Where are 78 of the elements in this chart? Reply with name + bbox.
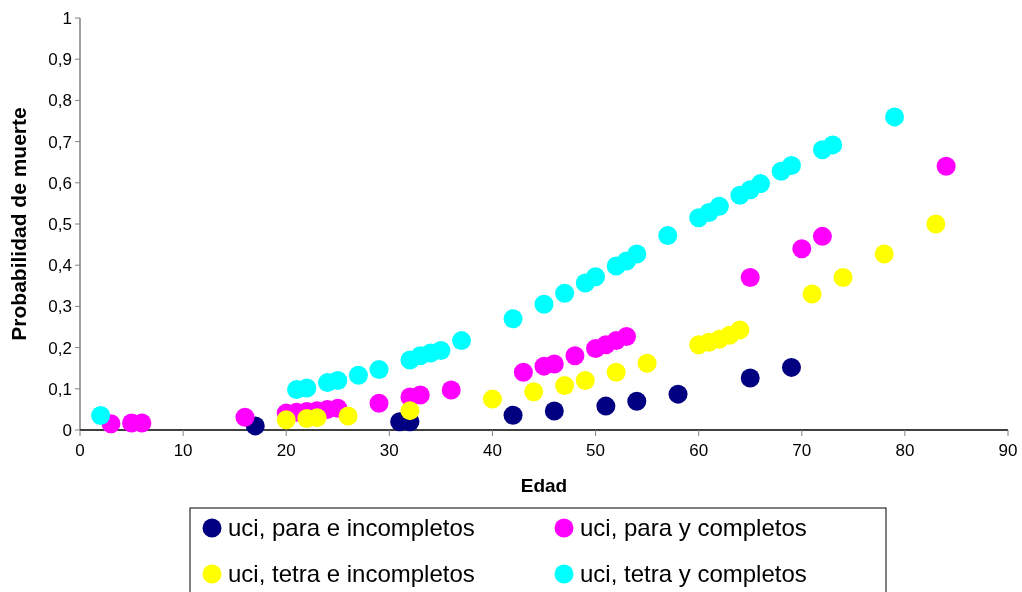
point: [524, 382, 544, 402]
point: [297, 378, 317, 398]
point: [781, 156, 801, 175]
y-tick-label: 0,9: [48, 50, 72, 70]
point: [534, 294, 554, 314]
y-tick-label: 0,5: [48, 214, 72, 234]
point: [596, 396, 616, 416]
point: [586, 267, 606, 287]
y-tick-label: 0: [62, 420, 72, 440]
point: [555, 283, 575, 303]
point: [565, 346, 585, 366]
point: [781, 357, 801, 377]
x-tick-label: 0: [75, 441, 85, 460]
point: [441, 380, 461, 400]
point: [328, 371, 348, 391]
point: [823, 135, 843, 155]
point: [833, 268, 853, 288]
x-tick-label: 90: [998, 441, 1018, 460]
point: [627, 391, 647, 411]
point: [874, 244, 894, 264]
x-tick-label: 20: [276, 441, 296, 460]
y-tick-label: 0,3: [48, 297, 72, 317]
y-tick-label: 0,2: [48, 338, 72, 358]
point: [730, 320, 750, 340]
x-tick-label: 30: [379, 441, 399, 460]
point: [575, 371, 595, 391]
point: [503, 309, 523, 329]
x-tick-label: 80: [895, 441, 915, 460]
legend-label: uci, tetra e incompletos: [228, 560, 475, 588]
x-tick-label: 10: [173, 441, 193, 460]
x-tick-label: 60: [689, 441, 709, 460]
point: [369, 393, 389, 413]
point: [338, 406, 358, 426]
point: [802, 284, 822, 304]
point: [627, 244, 647, 264]
point: [431, 340, 451, 360]
point: [751, 174, 771, 194]
y-tick-label: 0,6: [48, 173, 72, 193]
y-axis-title: Probabilidad de muerte: [7, 107, 30, 341]
point: [452, 331, 472, 351]
point: [400, 401, 420, 421]
point: [276, 410, 296, 430]
point: [668, 384, 688, 404]
x-axis-title: Edad: [520, 475, 568, 496]
y-tick-label: 0,8: [48, 91, 72, 111]
legend-label: uci, para y completos: [580, 514, 807, 542]
legend-label: uci, tetra y completos: [580, 560, 807, 588]
point: [555, 376, 575, 395]
point: [740, 268, 760, 288]
point: [616, 326, 636, 346]
point: [606, 362, 626, 382]
point: [812, 226, 832, 246]
point: [482, 389, 502, 409]
point: [91, 406, 111, 426]
y-tick-label: 0,1: [48, 379, 72, 399]
x-tick-label: 70: [792, 441, 812, 460]
point: [709, 196, 729, 216]
point: [885, 107, 905, 127]
y-tick-label: 0,4: [48, 256, 72, 276]
point: [658, 226, 678, 246]
point: [369, 359, 389, 379]
point: [235, 407, 255, 427]
point: [792, 239, 812, 259]
point: [740, 368, 760, 388]
y-tick-label: 1: [62, 8, 72, 28]
point: [926, 214, 946, 234]
point: [503, 405, 523, 425]
point: [410, 385, 430, 405]
point: [544, 354, 564, 374]
x-tick-label: 40: [482, 441, 502, 460]
x-tick-label: 50: [586, 441, 606, 460]
point: [544, 401, 564, 421]
point: [637, 353, 657, 373]
point: [936, 156, 956, 176]
legend-label: uci, para e incompletos: [228, 514, 475, 542]
point: [348, 365, 368, 385]
y-tick-label: 0,7: [48, 132, 72, 152]
point: [513, 362, 533, 382]
